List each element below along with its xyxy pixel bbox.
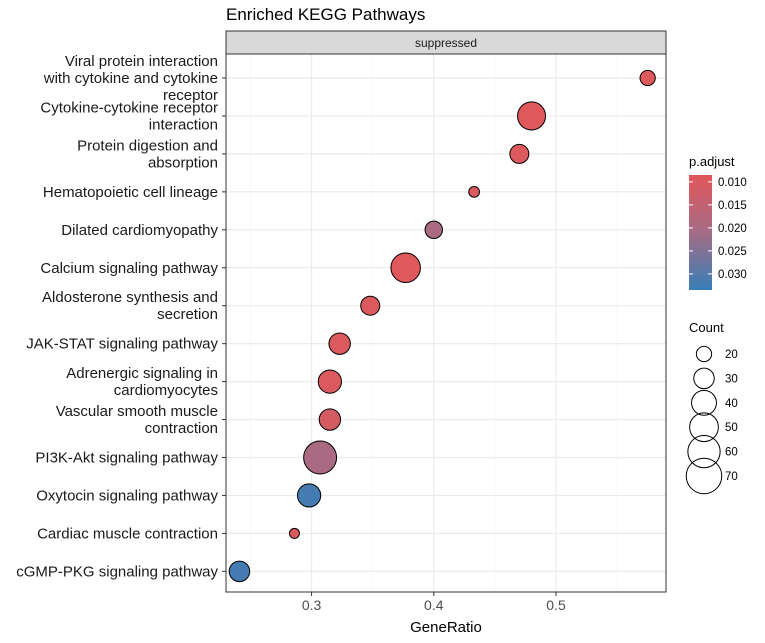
y-tick-label: Aldosterone synthesis and: [42, 289, 218, 306]
plot-panel: [225, 53, 667, 593]
data-point: [318, 408, 342, 431]
size-legend-label: 70: [725, 471, 738, 483]
y-tick-label: JAK-STAT signaling pathway: [26, 336, 218, 353]
y-tick-label: Cardiac muscle contraction: [37, 525, 218, 542]
size-legend-circle: [693, 367, 715, 390]
data-point: [317, 369, 342, 394]
data-point: [509, 143, 530, 164]
color-legend-label: 0.010: [718, 177, 747, 189]
x-tick-label: 0.3: [302, 597, 322, 613]
color-legend-label: 0.025: [718, 246, 747, 258]
data-point: [517, 101, 547, 131]
y-tick-label: with cytokine and cytokine: [43, 70, 218, 87]
y-tick-label: Viral protein interaction: [65, 53, 218, 70]
grid-lines: [226, 54, 666, 592]
size-legend-circle: [691, 389, 717, 416]
y-tick-label: Dilated cardiomyopathy: [61, 222, 218, 239]
color-legend-title: p.adjust: [689, 154, 735, 169]
y-tick-label: Adrenergic signaling in: [66, 365, 218, 382]
facet-label: suppressed: [415, 36, 477, 50]
size-legend-circle: [685, 457, 723, 495]
size-legend-circle: [695, 345, 713, 363]
color-legend-bar: [689, 175, 712, 290]
x-axis-ticks: 0.3 0.4 0.5: [302, 592, 566, 613]
y-tick-label: Oxytocin signaling pathway: [36, 487, 218, 504]
data-point: [303, 440, 338, 475]
size-legend-label: 20: [725, 349, 738, 361]
plot-panel-border: [225, 53, 667, 593]
data-point: [288, 527, 300, 539]
y-tick-label: Protein digestion and: [77, 137, 218, 154]
color-legend-label: 0.020: [718, 223, 747, 235]
y-tick-label: absorption: [148, 154, 218, 171]
y-tick-label: Hematopoietic cell lineage: [43, 184, 218, 201]
data-point: [639, 69, 656, 87]
y-tick-label: interaction: [149, 116, 218, 133]
color-legend-ticks: 0.010 0.015 0.020 0.025 0.030: [689, 177, 747, 281]
color-legend-label: 0.030: [718, 269, 747, 281]
data-point: [468, 185, 480, 198]
y-tick-label: PI3K-Akt signaling pathway: [35, 450, 218, 467]
data-point: [328, 332, 351, 355]
y-tick-label: receptor: [163, 87, 218, 104]
size-legend-title: Count: [689, 320, 724, 335]
data-points: [228, 69, 656, 583]
size-legend-label: 50: [725, 422, 738, 434]
data-point: [424, 220, 444, 240]
x-axis-title: GeneRatio: [410, 619, 482, 636]
data-point: [360, 295, 381, 316]
x-tick-label: 0.5: [546, 597, 566, 613]
y-tick-label: Vascular smooth muscle: [56, 403, 218, 420]
data-point: [228, 560, 251, 583]
x-tick-label: 0.4: [424, 597, 444, 613]
size-legend: 20 30 40 50 60 70: [685, 345, 738, 495]
size-legend-label: 40: [725, 398, 738, 410]
size-legend-circle: [689, 412, 719, 443]
size-legend-label: 30: [725, 373, 738, 385]
y-tick-label: contraction: [145, 420, 218, 437]
y-tick-label: cGMP-PKG signaling pathway: [16, 563, 218, 580]
data-point: [390, 252, 421, 283]
color-legend-label: 0.015: [718, 200, 747, 212]
size-legend-label: 60: [725, 447, 738, 459]
y-tick-label: cardiomyocytes: [114, 382, 218, 399]
y-tick-label: Cytokine-cytokine receptor: [40, 99, 218, 116]
data-point: [297, 483, 322, 508]
y-tick-label: Calcium signaling pathway: [40, 260, 218, 277]
y-tick-label: secretion: [157, 306, 218, 323]
size-legend-circle: [687, 434, 721, 469]
chart-title: Enriched KEGG Pathways: [226, 5, 425, 24]
